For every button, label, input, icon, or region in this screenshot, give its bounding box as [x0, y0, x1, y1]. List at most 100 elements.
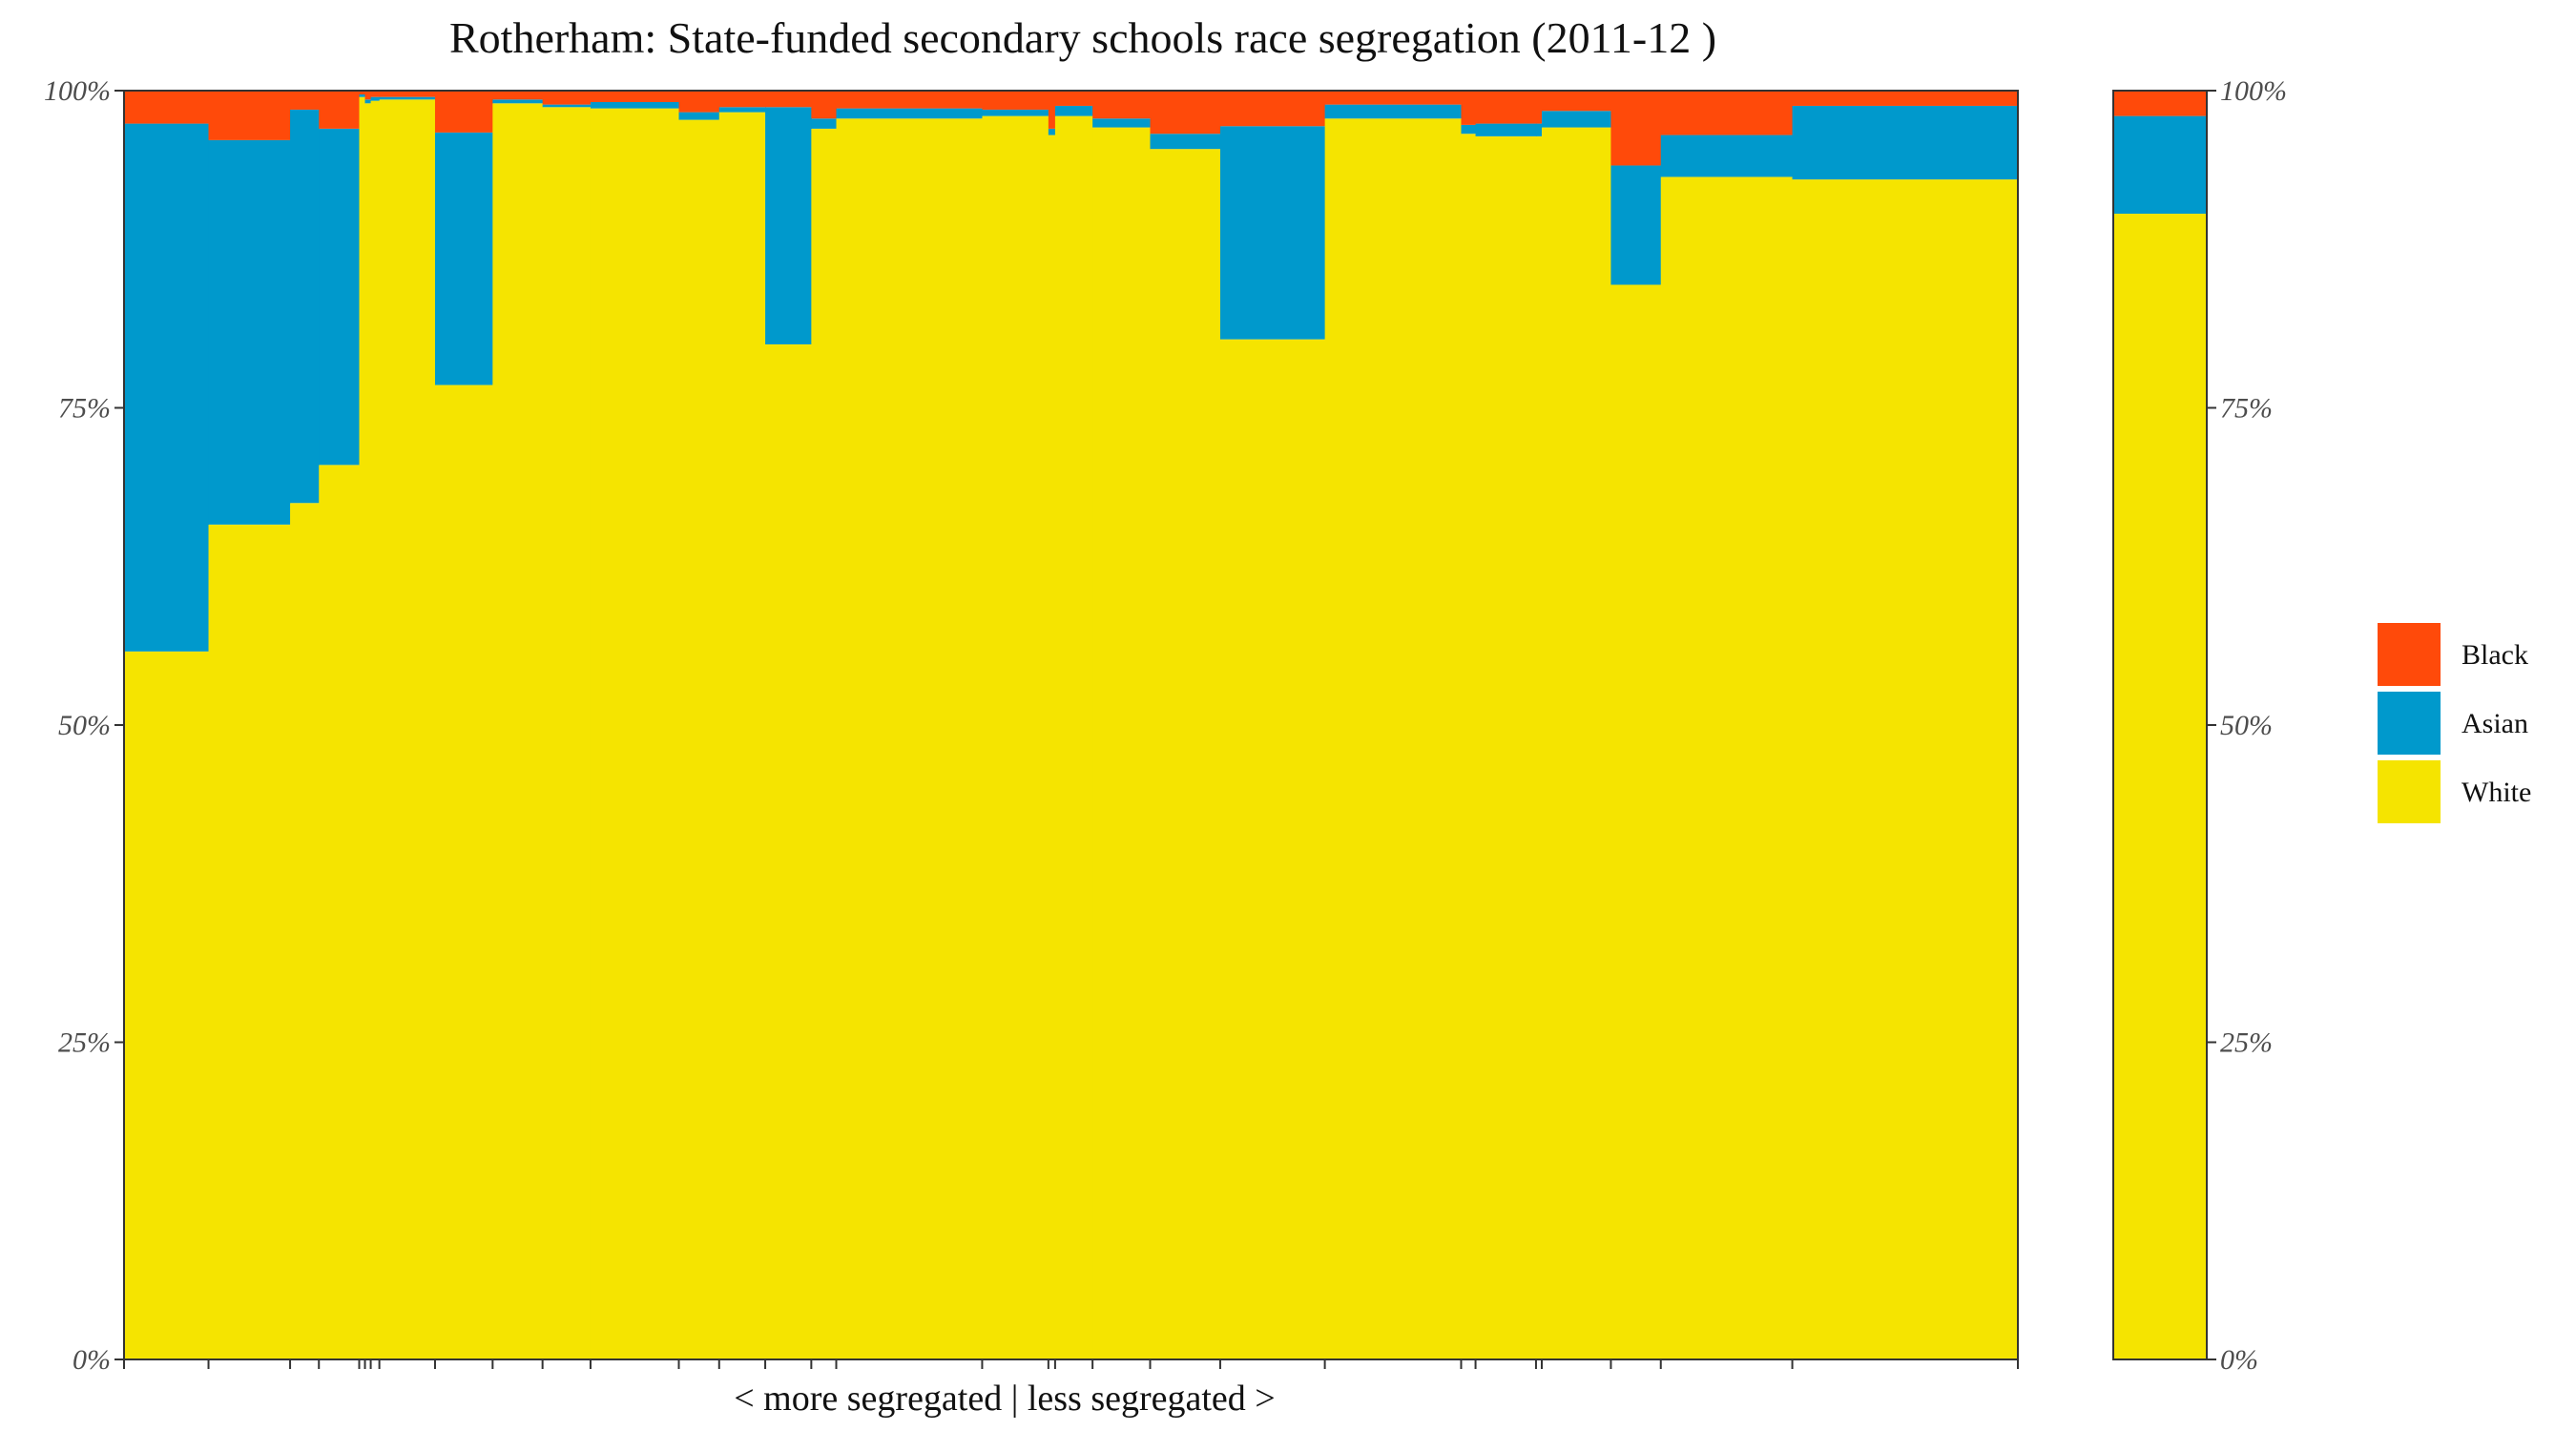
bar-school-10-asian: [492, 99, 544, 104]
bar-overall-white: [2113, 214, 2207, 1359]
bar-school-23-white: [1219, 339, 1326, 1360]
bar-school-12-white: [590, 108, 680, 1360]
bar-school-28-black: [1541, 91, 1612, 112]
bar-school-7-white: [370, 100, 381, 1359]
bar-school-8-white: [379, 99, 436, 1359]
legend: Black Asian White: [2378, 623, 2531, 823]
bar-school-1-white: [124, 651, 210, 1359]
chart-title: Rotherham: State-funded secondary school…: [449, 13, 1716, 62]
bar-school-22-white: [1150, 149, 1221, 1360]
bar-school-23-black: [1219, 91, 1326, 127]
bar-school-16-black: [811, 91, 838, 119]
bar-school-24-asian: [1324, 104, 1463, 119]
y-tick-label-right: 25%: [2220, 1027, 2273, 1059]
bar-school-27-white: [1535, 135, 1543, 1359]
bar-school-4-white: [319, 465, 361, 1360]
bar-school-11-black: [542, 91, 592, 105]
bar-school-25-white: [1461, 134, 1477, 1360]
bar-school-6-white: [364, 103, 372, 1359]
bar-school-13-asian: [678, 112, 720, 120]
x-axis-ticks: [123, 1359, 2019, 1369]
y-tick-label-left: 0%: [73, 1344, 111, 1376]
bar-school-30-black: [1660, 91, 1794, 135]
bar-school-19-asian: [1048, 128, 1056, 135]
legend-label-asian: Asian: [2462, 708, 2528, 739]
bar-school-11-white: [542, 107, 592, 1359]
bar-school-9-black: [434, 91, 493, 133]
bar-school-21-white: [1092, 127, 1152, 1359]
bar-school-8-black: [379, 91, 436, 97]
bar-school-25-asian: [1461, 124, 1477, 135]
y-tick-label-right: 75%: [2220, 393, 2273, 425]
legend-label-black: Black: [2462, 639, 2528, 671]
bar-overall-asian: [2113, 115, 2207, 215]
y-tick-label-right: 0%: [2220, 1344, 2258, 1376]
bar-school-22-black: [1150, 91, 1221, 135]
bar-school-7-black: [370, 91, 381, 97]
bar-school-10-black: [492, 91, 544, 100]
legend-swatch-asian: [2378, 692, 2441, 755]
bar-school-5-asian: [359, 93, 366, 97]
bar-school-31-black: [1792, 91, 2019, 106]
bar-school-14-black: [718, 91, 766, 108]
overall-bar: [2113, 91, 2207, 1359]
legend-swatch-black: [2378, 623, 2441, 686]
bar-school-22-asian: [1150, 134, 1221, 150]
bar-school-12-asian: [590, 101, 680, 109]
bar-school-6-black: [364, 91, 372, 100]
bar-school-31-asian: [1792, 105, 2019, 180]
bar-school-10-white: [492, 103, 544, 1359]
bar-school-19-white: [1048, 135, 1056, 1359]
bar-school-27-black: [1535, 91, 1543, 124]
bar-school-1-black: [124, 91, 210, 124]
school-bars: [124, 91, 2019, 1360]
bar-school-6-asian: [364, 99, 372, 104]
y-tick-label-right: 100%: [2220, 75, 2287, 107]
bar-school-7-asian: [370, 96, 381, 101]
bar-school-21-black: [1092, 91, 1152, 119]
bar-school-19-black: [1048, 91, 1056, 129]
legend-label-white: White: [2462, 777, 2531, 808]
x-axis-label: < more segregated | less segregated >: [734, 1379, 1275, 1419]
bar-school-5-white: [359, 96, 366, 1359]
bar-school-23-asian: [1219, 126, 1326, 340]
bar-school-17-black: [836, 91, 984, 109]
bar-school-29-asian: [1610, 165, 1662, 285]
bar-school-1-asian: [124, 123, 210, 652]
bar-school-29-black: [1610, 91, 1662, 166]
bar-school-3-white: [290, 503, 320, 1359]
bar-school-29-white: [1610, 284, 1662, 1359]
bar-school-26-asian: [1475, 123, 1537, 136]
bar-school-14-white: [718, 112, 766, 1360]
bar-school-2-asian: [208, 139, 291, 525]
bar-school-4-black: [319, 91, 361, 129]
bar-school-15-asian: [765, 107, 812, 344]
bar-school-30-white: [1660, 176, 1794, 1360]
bar-school-20-black: [1054, 91, 1093, 106]
bar-school-28-white: [1541, 127, 1612, 1359]
bar-overall-black: [2113, 91, 2207, 116]
y-tick-label-right: 50%: [2220, 710, 2273, 741]
bar-school-18-asian: [982, 109, 1049, 116]
y-tick-label-left: 25%: [58, 1027, 111, 1059]
bar-school-30-asian: [1660, 135, 1794, 177]
bar-school-18-white: [982, 115, 1049, 1360]
bar-school-4-asian: [319, 128, 361, 466]
bar-school-2-black: [208, 91, 291, 140]
y-tick-label-left: 75%: [58, 393, 111, 425]
bar-school-16-asian: [811, 118, 838, 129]
bar-school-17-asian: [836, 108, 984, 119]
y-tick-label-left: 100%: [44, 75, 111, 107]
bar-school-31-white: [1792, 179, 2019, 1360]
bar-school-27-asian: [1535, 123, 1543, 136]
bar-school-18-black: [982, 91, 1049, 110]
bar-school-21-asian: [1092, 118, 1152, 128]
y-tick-label-left: 50%: [58, 710, 111, 741]
bar-school-25-black: [1461, 91, 1477, 125]
bar-school-9-white: [434, 384, 493, 1359]
bar-school-26-white: [1475, 135, 1537, 1359]
bar-school-11-asian: [542, 104, 592, 108]
y-axis-left: 0% 25% 50% 75% 100%: [44, 75, 124, 1376]
bar-school-28-asian: [1541, 111, 1612, 128]
